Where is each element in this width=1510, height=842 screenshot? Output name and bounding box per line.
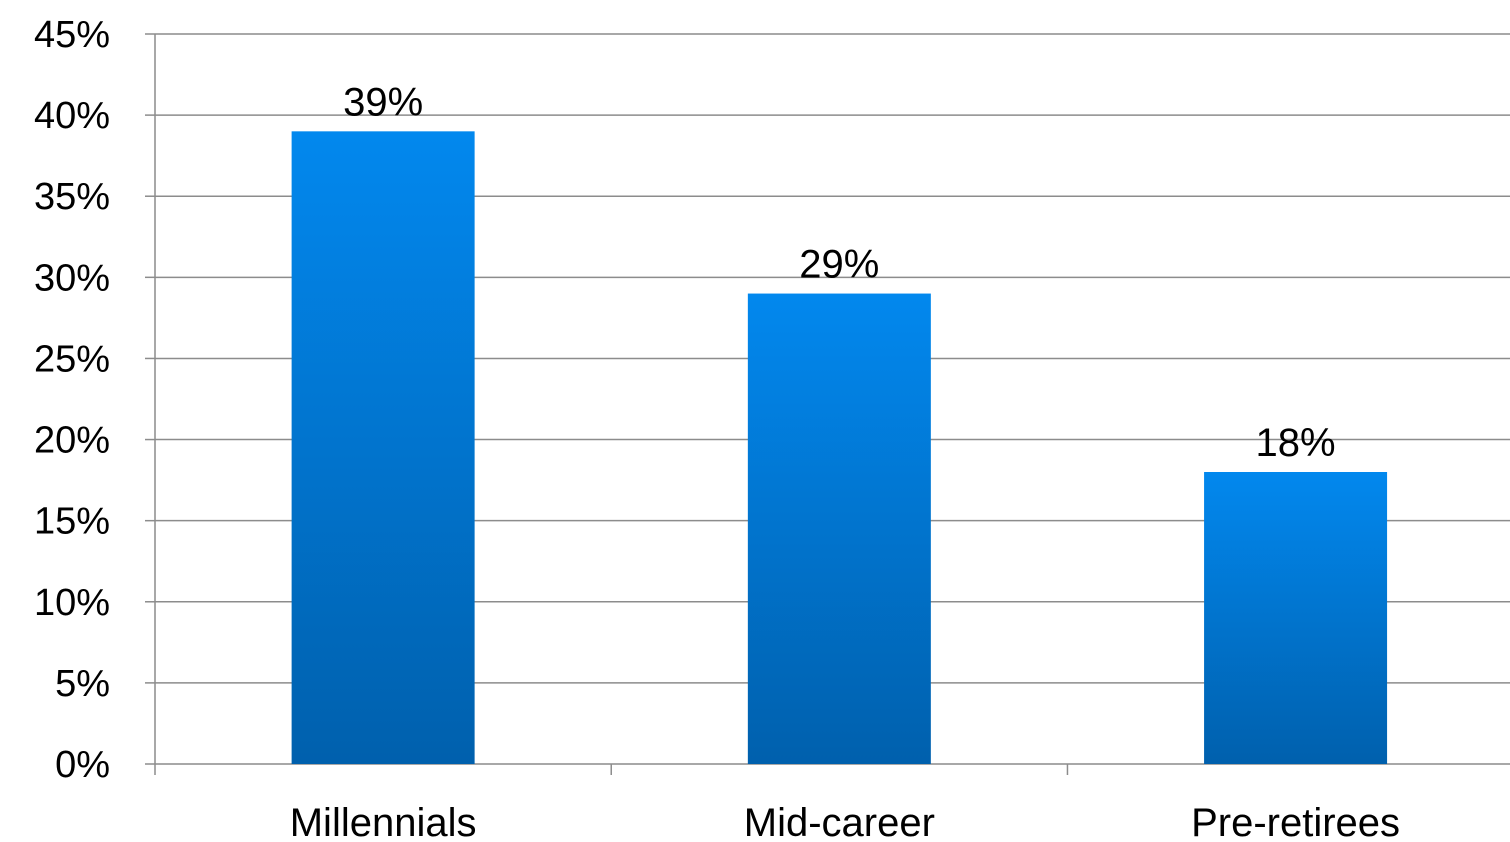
y-tick-label: 20% <box>34 420 110 462</box>
y-tick-label: 15% <box>34 501 110 543</box>
data-label: 39% <box>343 80 423 124</box>
y-tick-label: 10% <box>34 582 110 624</box>
x-category-label: Pre-retirees <box>1191 801 1400 842</box>
y-tick-label: 40% <box>34 95 110 137</box>
bar-millennials <box>291 131 475 765</box>
y-tick-label: 45% <box>34 14 110 56</box>
data-label: 29% <box>799 243 879 287</box>
y-tick-label: 30% <box>34 257 110 299</box>
y-tick-label: 5% <box>55 663 110 705</box>
labels: 0% 5% 10% 15% 20% 25% 30% 35% 40% 45% 39% Millennia… <box>34 14 1400 842</box>
y-tick-label: 25% <box>34 338 110 380</box>
bars <box>291 131 1388 765</box>
y-tick-label: 0% <box>55 744 110 786</box>
y-tick-label: 35% <box>34 176 110 218</box>
bar-mid-career <box>747 293 931 764</box>
bar-pre-retirees <box>1204 472 1388 764</box>
x-category-label: Mid-career <box>744 801 935 842</box>
data-label: 18% <box>1256 421 1336 465</box>
x-category-label: Millennials <box>290 801 477 842</box>
